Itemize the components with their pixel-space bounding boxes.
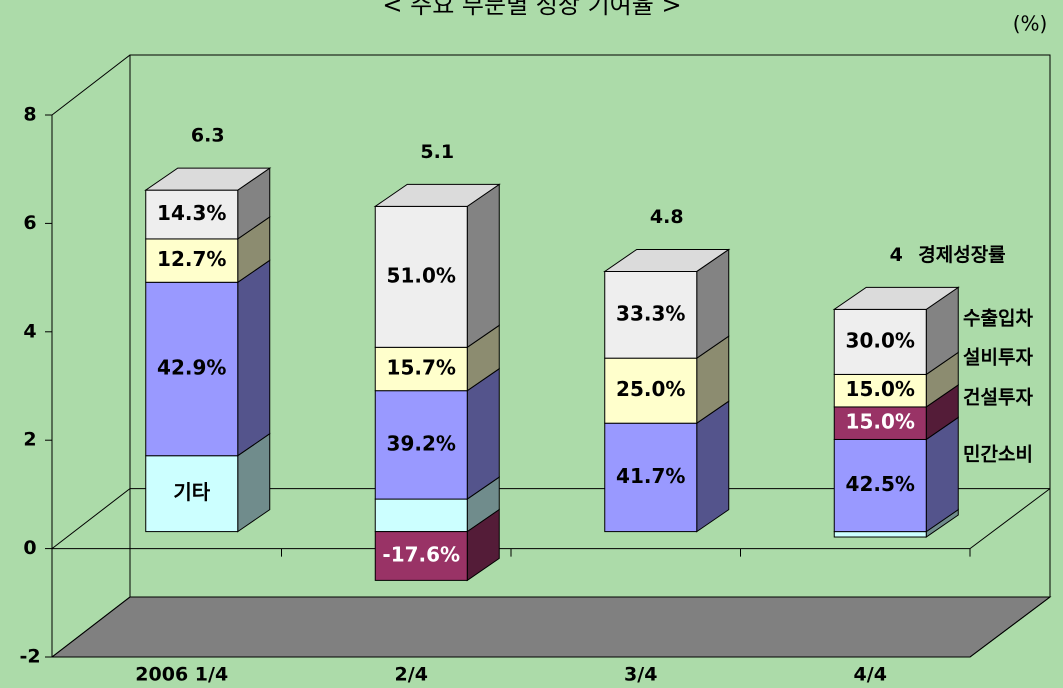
y-tick-label: -2 bbox=[19, 646, 40, 668]
bar-segment bbox=[374, 390, 468, 500]
bar-segment bbox=[145, 455, 239, 533]
segment-label: 42.9% bbox=[157, 356, 226, 380]
bar-segment bbox=[145, 238, 239, 283]
bar-segment bbox=[374, 346, 468, 392]
zero-plane bbox=[969, 488, 1051, 549]
bar-top bbox=[144, 167, 272, 191]
bar-side bbox=[466, 367, 500, 501]
bar-side bbox=[466, 183, 500, 349]
segment-label: 12.7% bbox=[157, 247, 226, 271]
total-name: 경제성장률 bbox=[918, 244, 1005, 266]
bar-segment bbox=[374, 531, 468, 581]
segment-label: 51.0% bbox=[387, 263, 456, 287]
chart-title: < 주요 부문별 성장 기여율 > bbox=[382, 0, 681, 19]
legend-label: 설비투자 bbox=[963, 347, 1033, 369]
floor bbox=[50, 596, 1052, 658]
segment-label: 42.5% bbox=[846, 472, 915, 496]
total-label: 4.8 bbox=[650, 206, 684, 228]
bar-top bbox=[832, 286, 960, 310]
x-tick-label: 2006 1/4 bbox=[135, 664, 228, 686]
y-tick-label: 4 bbox=[23, 320, 36, 342]
floor-edge bbox=[969, 596, 1051, 658]
y-tick-label: 2 bbox=[23, 429, 36, 451]
bar-segment bbox=[604, 357, 698, 424]
wall-edge bbox=[51, 54, 131, 116]
bar-segment bbox=[604, 422, 698, 533]
legend-label: 건설투자 bbox=[963, 387, 1033, 409]
x-tick-label: 3/4 bbox=[624, 664, 657, 686]
segment-label: 33.3% bbox=[616, 301, 685, 325]
bar-top bbox=[603, 248, 731, 272]
wall-edge bbox=[51, 596, 131, 658]
bar-segment bbox=[833, 438, 927, 533]
segment-label: 15.0% bbox=[846, 377, 915, 401]
bar-segment bbox=[145, 281, 239, 457]
bar-segment bbox=[374, 498, 468, 533]
bar-side bbox=[237, 259, 271, 457]
bar-segment bbox=[833, 373, 927, 408]
bar-side bbox=[696, 400, 730, 533]
x-tick-label: 4/4 bbox=[854, 664, 887, 686]
total-label: 6.3 bbox=[191, 125, 225, 147]
y-tick-label: 0 bbox=[23, 537, 36, 559]
segment-label: 30.0% bbox=[846, 328, 915, 352]
total-label: 5.1 bbox=[420, 141, 454, 163]
x-tick-label: 2/4 bbox=[395, 664, 428, 686]
segment-label: 15.7% bbox=[387, 356, 456, 380]
legend-label: 수출입차 bbox=[963, 308, 1033, 330]
segment-label: 41.7% bbox=[616, 464, 685, 488]
bar-segment bbox=[145, 189, 239, 240]
bar-segment bbox=[833, 406, 927, 440]
segment-label: 15.0% bbox=[846, 410, 915, 434]
bar-top bbox=[373, 183, 501, 207]
legend-label: 민간소비 bbox=[963, 444, 1033, 466]
segment-label: 25.0% bbox=[616, 377, 685, 401]
bar-segment bbox=[833, 531, 927, 538]
bar-segment bbox=[604, 270, 698, 359]
segment-label: 14.3% bbox=[157, 201, 226, 225]
bar-segment bbox=[374, 205, 468, 348]
zero-plane bbox=[51, 488, 131, 549]
segment-label: 기타 bbox=[173, 480, 210, 504]
y-tick-label: 8 bbox=[23, 104, 36, 126]
y-tick-label: 6 bbox=[23, 212, 36, 234]
total-label: 4 bbox=[890, 244, 903, 266]
segment-label: -17.6% bbox=[382, 542, 460, 566]
unit-label: (%) bbox=[1013, 12, 1048, 36]
segment-label: 39.2% bbox=[387, 431, 456, 455]
